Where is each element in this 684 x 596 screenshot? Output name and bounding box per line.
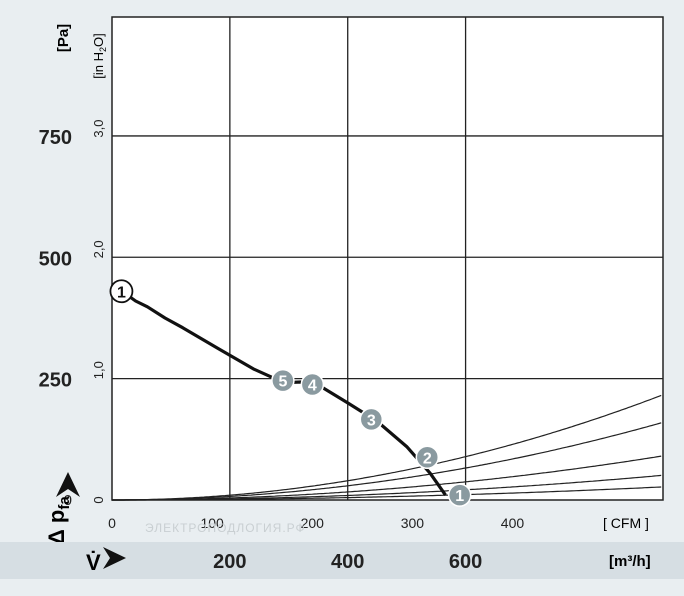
marker-1 bbox=[447, 483, 472, 507]
marker-label: 1 bbox=[455, 488, 464, 505]
cfm-tick-label: 400 bbox=[501, 515, 525, 531]
inh2o-unit-label: [in H2O] bbox=[91, 33, 108, 78]
plot-border bbox=[111, 16, 664, 501]
plot-area bbox=[112, 17, 663, 500]
flow-symbol: V̇ bbox=[86, 550, 101, 575]
m3h-tick-label: 200 bbox=[213, 551, 246, 573]
inh2o-tick-label: 1,0 bbox=[91, 361, 106, 379]
marker-2 bbox=[415, 445, 440, 470]
marker-label: 1 bbox=[117, 284, 126, 301]
pa-unit-label: [Pa] bbox=[55, 24, 72, 52]
system-curve bbox=[112, 394, 662, 501]
system-curve bbox=[112, 422, 662, 501]
watermark: ЭЛЕКТРОПОДЛОГИЯ.РФ bbox=[145, 521, 306, 535]
pa-tick-label: 0 bbox=[64, 492, 72, 509]
x-arrow-icon bbox=[103, 547, 126, 569]
marker-label: 4 bbox=[308, 377, 317, 394]
cfm-unit-label: [ CFM ] bbox=[603, 515, 649, 531]
marker-label: 3 bbox=[367, 412, 376, 429]
y-arrow-icon bbox=[56, 472, 80, 497]
cfm-tick-label: 200 bbox=[301, 515, 325, 531]
system-curves bbox=[112, 394, 662, 501]
marker-5 bbox=[271, 368, 295, 393]
pa-tick-label: 250 bbox=[39, 370, 72, 392]
marker-label: 2 bbox=[423, 450, 432, 467]
inh2o-tick-label: 2,0 bbox=[91, 240, 106, 258]
cfm-tick-label: 300 bbox=[401, 515, 425, 531]
m3h-tick-label: 600 bbox=[449, 551, 482, 573]
m3h-unit-label: [m³/h] bbox=[609, 553, 651, 570]
marker-1 bbox=[109, 279, 134, 304]
m3h-tick-label: 400 bbox=[331, 551, 364, 573]
grid-lines bbox=[111, 16, 664, 501]
system-curve bbox=[112, 486, 662, 501]
pa-tick-label: 750 bbox=[39, 127, 72, 149]
operating-point-markers: 1 5 4 3 2 1 bbox=[109, 279, 472, 507]
inh2o-tick-label: 3,0 bbox=[91, 120, 106, 138]
delta-p-label: Δ pfa bbox=[44, 496, 73, 545]
marker-label: 5 bbox=[278, 374, 287, 391]
cfm-tick-label: 100 bbox=[200, 515, 224, 531]
marker-4 bbox=[300, 372, 325, 397]
inh2o-tick-label: 0 bbox=[91, 496, 106, 503]
pa-tick-label: 500 bbox=[39, 248, 72, 270]
marker-3 bbox=[359, 407, 384, 432]
cfm-tick-label: 0 bbox=[108, 515, 116, 531]
